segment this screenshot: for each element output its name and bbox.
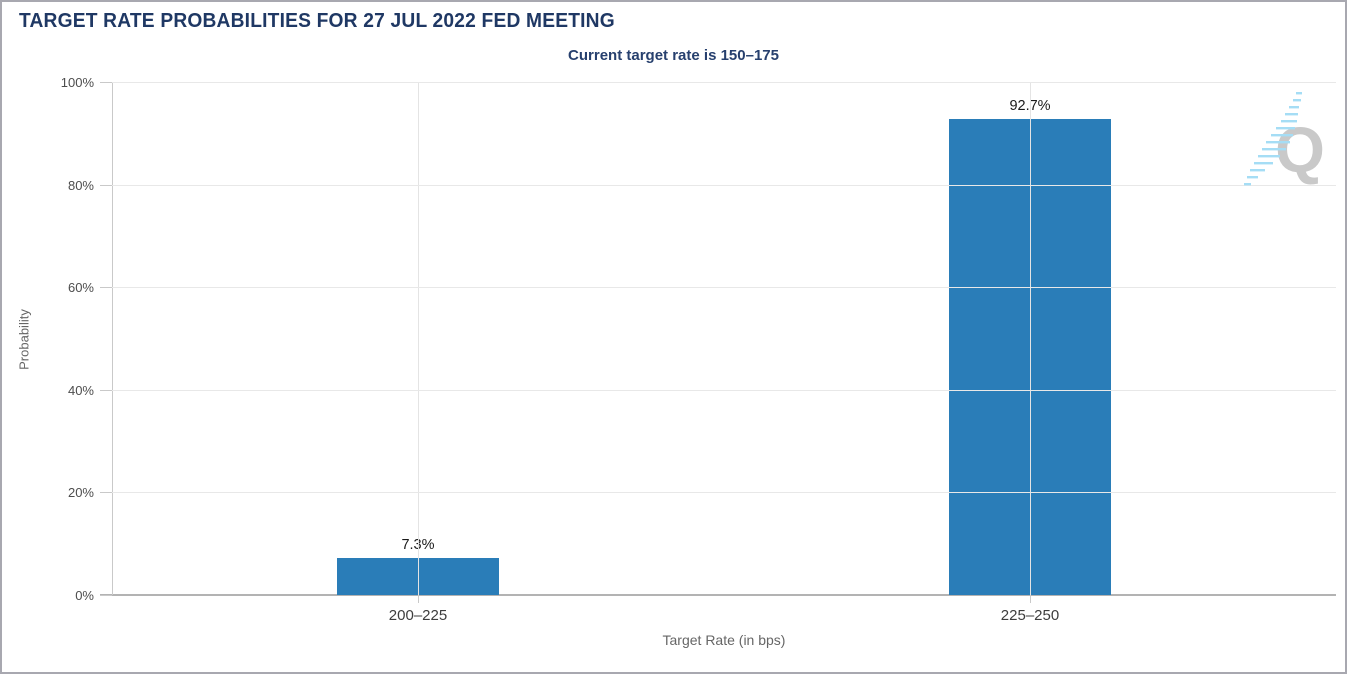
h-gridline xyxy=(112,390,1336,391)
v-gridline xyxy=(418,82,419,595)
y-tick-label: 0% xyxy=(75,588,94,603)
y-tick-label: 40% xyxy=(67,383,94,398)
h-gridline xyxy=(112,82,1336,83)
x-category-label: 225–250 xyxy=(1000,607,1060,624)
y-axis-tick xyxy=(100,185,112,186)
y-axis-tick xyxy=(100,595,112,596)
x-axis-line xyxy=(100,594,1336,596)
x-axis-tick xyxy=(1030,595,1031,603)
v-gridline xyxy=(1030,82,1031,595)
chart-subtitle: Current target rate is 150–175 xyxy=(568,47,779,64)
h-gridline xyxy=(112,287,1336,288)
y-axis-title: Probability xyxy=(16,309,32,370)
y-axis-tick xyxy=(100,82,112,83)
x-axis-tick xyxy=(418,595,419,603)
watermark-letter: Q xyxy=(1275,114,1325,186)
y-axis-tick xyxy=(100,287,112,288)
y-tick-label: 60% xyxy=(67,280,94,295)
quandl-watermark-icon: Q xyxy=(1244,92,1325,186)
x-axis-title: Target Rate (in bps) xyxy=(662,632,786,648)
y-tick-label: 100% xyxy=(60,75,94,90)
y-axis-tick xyxy=(100,492,112,493)
watermark-hatch-lines xyxy=(1244,92,1302,186)
y-tick-label: 80% xyxy=(67,178,94,193)
chart-title: TARGET RATE PROBABILITIES FOR 27 JUL 202… xyxy=(19,10,615,32)
h-gridline xyxy=(112,492,1336,493)
y-axis-line xyxy=(112,82,113,595)
y-axis-tick xyxy=(100,390,112,391)
y-tick-label: 20% xyxy=(67,485,94,500)
h-gridline xyxy=(112,185,1336,186)
x-category-label: 200–225 xyxy=(388,607,448,624)
